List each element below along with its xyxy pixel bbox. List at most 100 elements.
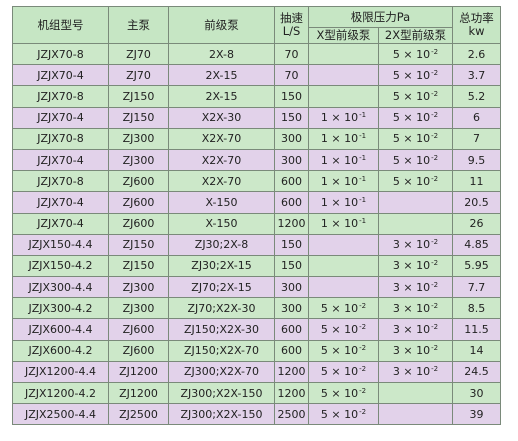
header-speed: 抽速 L/S [274, 6, 309, 44]
pressure-exponent: -2 [431, 47, 439, 56]
cell-x-type-pressure: 1 × 10-1 [308, 106, 379, 129]
table-row: JZJX300-4.4 ZJ300 ZJ70;2X-15 300 3 × 10-2 7.7 [12, 276, 501, 299]
cell-model: JZJX70-8 [12, 170, 109, 193]
pressure-exponent: -2 [431, 111, 439, 120]
cell-power: 26 [452, 212, 501, 235]
cell-backing-pump: ZJ30;2X-15 [168, 254, 275, 278]
cell-main-pump: ZJ70 [108, 42, 169, 66]
pressure-exponent: -2 [431, 132, 439, 141]
pressure-exponent: -2 [431, 89, 439, 98]
pressure-exponent: -2 [359, 386, 367, 395]
cell-backing-pump: X2X-70 [168, 170, 275, 193]
header-model: 机组型号 [12, 6, 109, 44]
cell-x-type-pressure: 1 × 10-1 [308, 170, 379, 193]
cell-x-type-pressure: 1 × 10-1 [308, 212, 379, 235]
cell-backing-pump: 2X-8 [168, 42, 275, 66]
cell-power: 14 [452, 339, 501, 362]
pressure-exponent: -2 [431, 68, 439, 77]
cell-x-type-pressure [308, 276, 379, 299]
cell-power: 30 [452, 381, 501, 405]
pressure-base: 5 × 10 [392, 47, 431, 61]
header-speed-unit: L/S [282, 24, 301, 38]
pressure-base: 3 × 10 [392, 301, 431, 315]
cell-main-pump: ZJ150 [108, 85, 169, 108]
cell-power: 2.6 [452, 42, 501, 66]
pressure-base: 1 × 10 [320, 174, 359, 188]
cell-model: JZJX150-4.2 [12, 254, 109, 278]
cell-x-type-pressure: 5 × 10-2 [308, 297, 379, 320]
header-x2-type: 2X型前级泵 [378, 27, 453, 44]
cell-x2-type-pressure: 3 × 10-2 [378, 339, 453, 362]
table-row: JZJX2500-4.4 ZJ2500 ZJ300;X2X-150 2500 5 × 1… [12, 403, 501, 426]
table-row: JZJX70-8 ZJ70 2X-8 70 5 × 10-2 2.6 [12, 42, 501, 66]
cell-main-pump: ZJ1200 [108, 381, 169, 405]
cell-x2-type-pressure: 3 × 10-2 [378, 360, 453, 384]
pressure-base: 1 × 10 [320, 132, 359, 146]
pressure-base: 5 × 10 [392, 153, 431, 167]
pressure-base: 5 × 10 [320, 365, 359, 379]
cell-model: JZJX70-4 [12, 191, 109, 214]
pressure-exponent: -2 [431, 365, 439, 374]
pressure-exponent: -2 [431, 280, 439, 289]
cell-main-pump: ZJ150 [108, 254, 169, 278]
cell-model: JZJX70-4 [12, 64, 109, 87]
cell-model: JZJX600-4.4 [12, 318, 109, 341]
cell-backing-pump: 2X-15 [168, 85, 275, 108]
cell-speed: 150 [274, 85, 309, 108]
cell-x2-type-pressure: 5 × 10-2 [378, 127, 453, 150]
cell-speed: 600 [274, 318, 309, 341]
pressure-base: 5 × 10 [320, 386, 359, 400]
cell-model: JZJX70-8 [12, 42, 109, 66]
cell-speed: 600 [274, 339, 309, 362]
cell-main-pump: ZJ1200 [108, 360, 169, 384]
cell-x2-type-pressure: 5 × 10-2 [378, 106, 453, 129]
cell-speed: 1200 [274, 212, 309, 235]
pressure-base: 5 × 10 [392, 89, 431, 103]
cell-backing-pump: ZJ300;X2X-150 [168, 403, 275, 426]
cell-x2-type-pressure: 3 × 10-2 [378, 233, 453, 256]
cell-x2-type-pressure [378, 191, 453, 214]
cell-x-type-pressure: 5 × 10-2 [308, 339, 379, 362]
cell-speed: 300 [274, 127, 309, 150]
cell-power: 39 [452, 403, 501, 426]
table-row: JZJX70-8 ZJ600 X2X-70 600 1 × 10-1 5 × 10-2 11 [12, 170, 501, 193]
cell-backing-pump: ZJ30;2X-8 [168, 233, 275, 256]
header-row-2: X型前级泵 2X型前级泵 [13, 27, 501, 44]
header-ultimate-pressure: 极限压力Pa [308, 6, 453, 28]
cell-x-type-pressure: 5 × 10-2 [308, 381, 379, 405]
cell-main-pump: ZJ150 [108, 106, 169, 129]
pressure-exponent: -1 [359, 153, 367, 162]
cell-power: 9.5 [452, 148, 501, 172]
cell-model: JZJX600-4.2 [12, 339, 109, 362]
cell-speed: 70 [274, 42, 309, 66]
cell-speed: 2500 [274, 403, 309, 426]
vacuum-unit-spec-table: 机组型号 主泵 前级泵 抽速 L/S 极限压力Pa 总功率 kw X型前级泵 2… [12, 6, 501, 426]
cell-x-type-pressure [308, 42, 379, 66]
pressure-exponent: -2 [359, 301, 367, 310]
cell-x2-type-pressure: 5 × 10-2 [378, 64, 453, 87]
cell-speed: 300 [274, 148, 309, 172]
header-backing-pump: 前级泵 [168, 6, 275, 44]
cell-backing-pump: X2X-70 [168, 127, 275, 150]
cell-power: 7 [452, 127, 501, 150]
pressure-base: 3 × 10 [392, 323, 431, 337]
pressure-exponent: -2 [359, 323, 367, 332]
pressure-exponent: -1 [359, 217, 367, 226]
cell-main-pump: ZJ300 [108, 148, 169, 172]
pressure-base: 1 × 10 [320, 195, 359, 209]
cell-main-pump: ZJ600 [108, 212, 169, 235]
cell-model: JZJX1200-4.4 [12, 360, 109, 384]
cell-backing-pump: X2X-30 [168, 106, 275, 129]
table-row: JZJX600-4.2 ZJ600 ZJ150;X2X-70 600 5 × 10-2 3… [12, 339, 501, 362]
cell-x2-type-pressure: 5 × 10-2 [378, 148, 453, 172]
cell-speed: 1200 [274, 360, 309, 384]
cell-speed: 150 [274, 106, 309, 129]
cell-speed: 1200 [274, 381, 309, 405]
cell-x2-type-pressure: 3 × 10-2 [378, 254, 453, 278]
pressure-base: 5 × 10 [320, 407, 359, 421]
header-row-1: 机组型号 主泵 前级泵 抽速 L/S 极限压力Pa 总功率 kw [12, 6, 501, 44]
pressure-base: 5 × 10 [392, 68, 431, 82]
cell-backing-pump: ZJ150;X2X-70 [168, 339, 275, 362]
cell-x-type-pressure: 1 × 10-1 [308, 127, 379, 150]
cell-x2-type-pressure: 5 × 10-2 [378, 42, 453, 66]
